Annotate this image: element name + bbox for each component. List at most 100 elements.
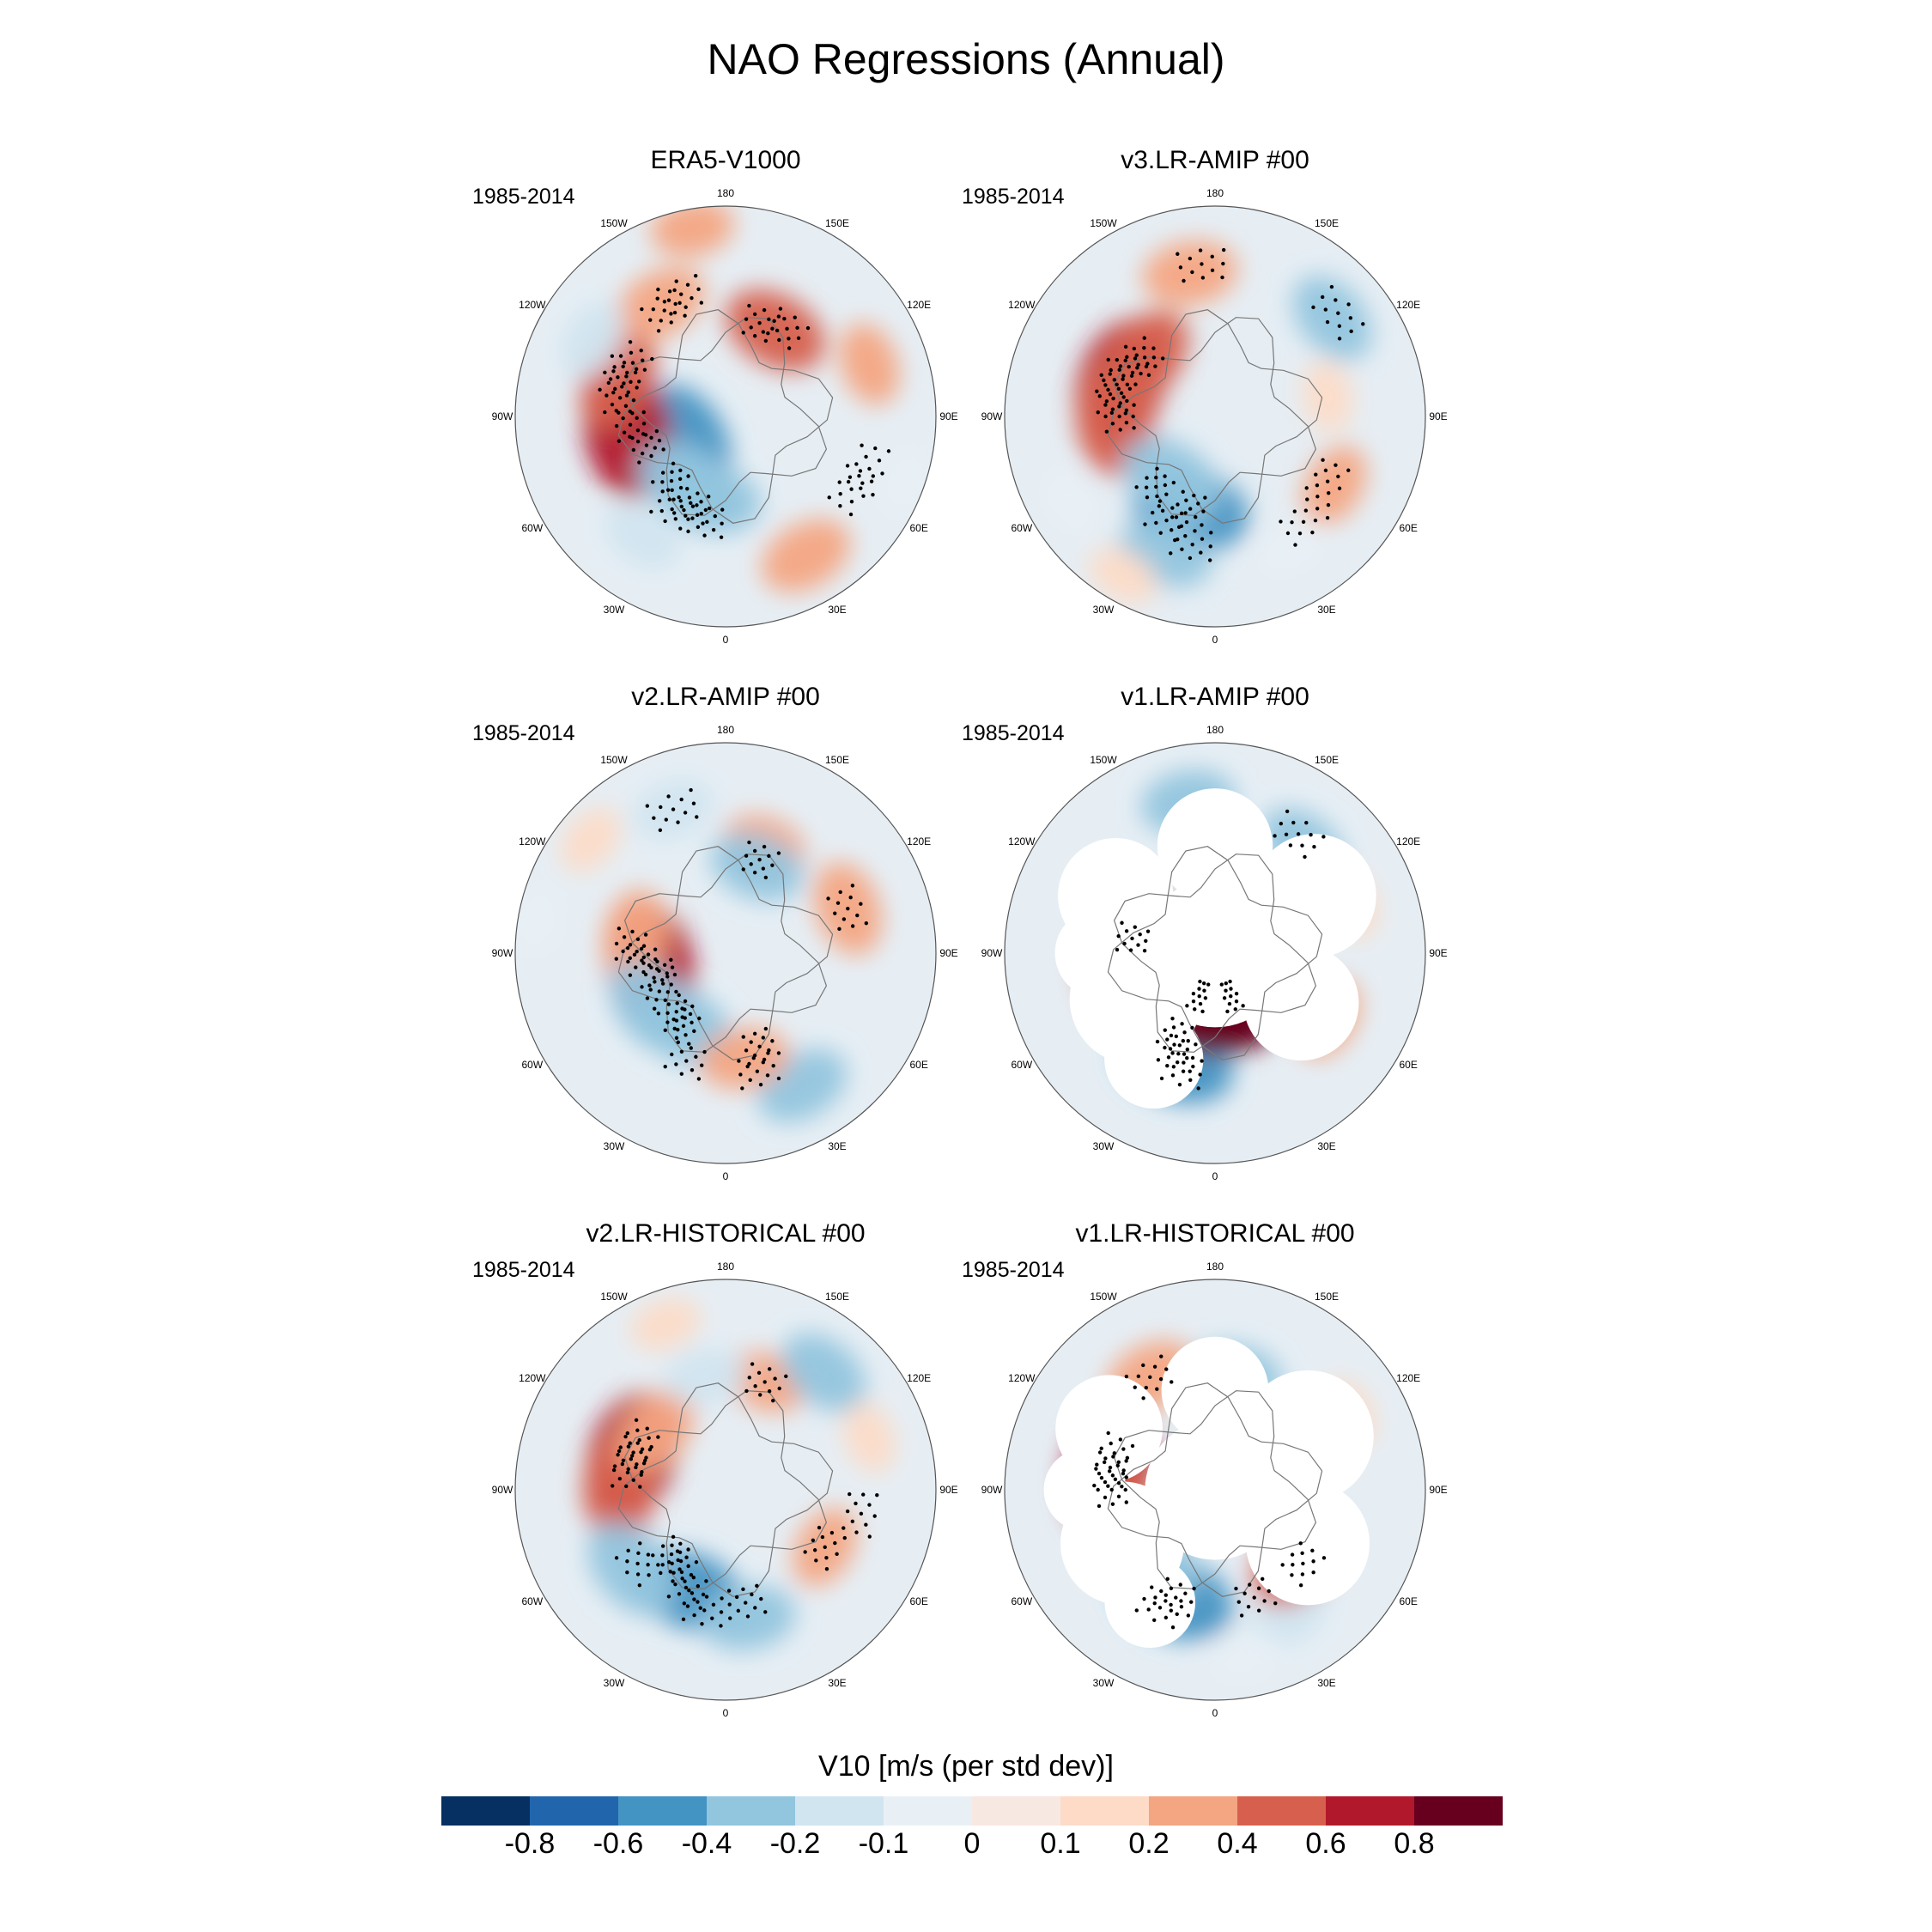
significance-dot <box>747 1376 751 1380</box>
significance-dot <box>1198 248 1203 252</box>
significance-dot <box>659 805 663 810</box>
significance-dot <box>1111 396 1115 401</box>
significance-dot <box>1179 511 1184 516</box>
panel-era5: ERA5-V1000 1985-2014 180 150E 120E 90E 60E 30… <box>472 146 966 646</box>
significance-dot <box>1188 556 1193 561</box>
significance-dot <box>741 331 745 335</box>
longitude-label: 30W <box>1093 1677 1115 1689</box>
colorbar-tick-label: 0.4 <box>1217 1827 1258 1860</box>
significance-dot <box>603 370 607 375</box>
significance-dot <box>1169 1586 1174 1590</box>
significance-dot <box>678 292 683 296</box>
significance-dot <box>864 454 868 459</box>
significance-dot <box>710 1616 714 1620</box>
significance-dot <box>682 507 686 513</box>
significance-dot <box>659 319 663 323</box>
significance-dot <box>1142 355 1147 360</box>
significance-dot <box>803 1550 807 1554</box>
significance-dot <box>1169 551 1173 556</box>
significance-dot <box>1174 1595 1178 1600</box>
significance-dot <box>616 375 620 380</box>
significance-dot <box>661 447 665 452</box>
longitude-label: 0 <box>723 1170 729 1182</box>
significance-dot <box>1160 356 1165 361</box>
colorbar-swatch <box>1414 1796 1503 1826</box>
polar-map: 180 150E 120E 90E 60E 30E 0 30W 60W 90W 120W 150W <box>981 724 1448 1182</box>
significance-dot <box>1181 1038 1186 1043</box>
coastlines <box>1107 846 1323 1060</box>
longitude-label: 150E <box>1315 1291 1339 1303</box>
significance-dot <box>1115 947 1120 952</box>
significance-dot <box>1128 948 1133 952</box>
anomaly-region <box>710 832 804 902</box>
significance-dot <box>1125 355 1129 359</box>
significance-dot <box>621 1458 626 1463</box>
significance-dot <box>662 963 667 967</box>
panel-title: v1.LR-AMIP #00 <box>1121 683 1309 711</box>
longitude-label: 120W <box>1008 299 1036 311</box>
significance-dot <box>612 1464 617 1468</box>
significance-dot <box>1099 1446 1103 1451</box>
significance-dot <box>683 999 688 1004</box>
significance-dot <box>1219 982 1224 987</box>
significance-dot <box>701 1592 706 1597</box>
longitude-label: 90E <box>1429 947 1447 959</box>
significance-dot <box>767 317 771 322</box>
significance-dot <box>1290 520 1294 525</box>
colorbar-swatch <box>1149 1796 1238 1826</box>
anomaly-region <box>604 501 681 569</box>
significance-dot <box>656 329 661 333</box>
significance-dot <box>687 1042 691 1046</box>
map-border <box>514 1279 937 1701</box>
figure-title: NAO Regressions (Annual) <box>707 35 1225 83</box>
significance-dot <box>1311 1571 1315 1575</box>
significance-dot <box>695 503 699 507</box>
significance-dot <box>660 1563 665 1567</box>
significance-dot <box>1325 319 1330 325</box>
significance-dot <box>640 307 644 312</box>
significance-dot <box>697 1016 702 1021</box>
significance-dot <box>1198 979 1202 984</box>
longitude-label: 30E <box>828 604 846 616</box>
significance-dot <box>1179 1604 1184 1609</box>
significance-dot <box>625 1559 629 1564</box>
significance-dot <box>1121 377 1125 381</box>
significance-dot <box>693 273 698 278</box>
colorbar-swatch <box>1237 1796 1327 1826</box>
significance-dot <box>612 365 617 369</box>
significance-dot <box>1157 1606 1163 1610</box>
longitude-label: 90W <box>981 1484 1003 1496</box>
significance-dot <box>823 1545 827 1550</box>
significance-dot <box>644 443 649 447</box>
significance-dot <box>1165 1037 1170 1042</box>
significance-dot <box>648 987 653 992</box>
significance-dot <box>1188 1078 1193 1082</box>
significance-dot <box>625 945 630 951</box>
significance-dot <box>1185 1004 1189 1008</box>
significance-dot <box>1095 1462 1099 1467</box>
significance-dot <box>641 358 645 362</box>
longitude-label: 180 <box>1206 724 1224 736</box>
significance-dot <box>636 1551 641 1556</box>
significance-dot <box>666 1002 671 1006</box>
significance-dot <box>652 1006 657 1011</box>
significance-dot <box>683 1007 687 1012</box>
significance-dot <box>767 854 771 859</box>
significance-dot <box>1119 391 1124 396</box>
significance-dot <box>1180 1022 1184 1026</box>
longitude-label: 90W <box>492 1484 513 1496</box>
significance-dot <box>665 990 670 994</box>
significance-dot <box>643 933 648 937</box>
significance-dot <box>1152 1601 1157 1606</box>
significance-dot <box>1292 509 1297 513</box>
significance-dot <box>641 955 647 960</box>
significance-dot <box>1176 502 1180 507</box>
significance-dot <box>660 489 665 494</box>
significance-dot <box>637 1437 641 1443</box>
significance-dot <box>1203 495 1207 500</box>
significance-dot <box>1182 1060 1186 1065</box>
significance-dot <box>785 326 789 331</box>
significance-dot <box>621 416 625 421</box>
significance-dot <box>1164 492 1169 496</box>
longitude-label: 90W <box>492 947 513 959</box>
